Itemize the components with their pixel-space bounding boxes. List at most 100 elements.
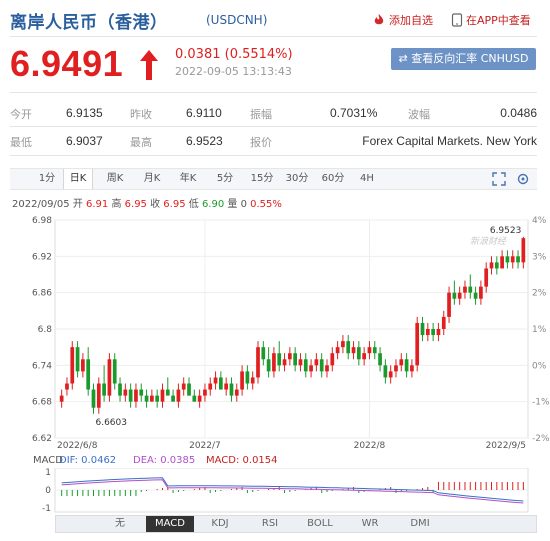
ohlc-low-value: 6.90: [201, 199, 225, 210]
tab-6[interactable]: 15分: [250, 173, 274, 184]
candle-body: [378, 353, 382, 366]
candle-body: [293, 353, 298, 366]
candle-body: [81, 359, 85, 372]
stats-row-divider: [10, 126, 537, 127]
candle-body: [351, 347, 356, 354]
candle-body: [346, 341, 351, 354]
candle-body: [128, 389, 133, 402]
candle-body: [65, 383, 69, 390]
candle-body: [245, 371, 250, 384]
view-in-app-button[interactable]: 在APP中查看: [451, 12, 531, 28]
settings-icon[interactable]: [516, 172, 530, 186]
macd-dea: DEA: 0.0385: [133, 455, 196, 466]
candle-body: [510, 256, 515, 263]
candlestick-chart[interactable]: 6.98 4% 6.92 3% 6.86 2% 6.8 1% 6.74 0% 6.68 -1% 6.62…: [0, 210, 550, 455]
indicator-tab-3[interactable]: RSI: [261, 518, 279, 529]
candle-body: [415, 322, 420, 366]
candle-body: [388, 371, 393, 378]
candle-body: [325, 365, 329, 372]
candle-body: [473, 292, 478, 299]
macd-y-tick: 0: [45, 486, 51, 496]
indicator-tab-5[interactable]: WR: [361, 518, 379, 529]
candle-body: [447, 292, 451, 317]
candle-body: [468, 286, 473, 293]
up-arrow-icon: [140, 50, 158, 80]
header: 离岸人民币（香港） (USDCNH) 添加自选 在APP中查看: [0, 0, 550, 36]
indicator-tab-4[interactable]: BOLL: [307, 518, 333, 529]
pct-tick-label: -1%: [532, 398, 550, 408]
candle-body: [436, 329, 441, 336]
candle-body: [139, 389, 144, 396]
candle-body: [240, 371, 244, 390]
ohlc-vol-value: 0: [240, 199, 247, 210]
indicator-tab-0[interactable]: 无: [115, 518, 125, 529]
ohlc-low-label: 低: [188, 199, 199, 210]
tab-1[interactable]: 日K: [63, 169, 93, 189]
candle-body: [383, 365, 388, 378]
candle-body: [134, 389, 138, 402]
add-watchlist-button[interactable]: 添加自选: [372, 12, 433, 28]
pct-tick-label: 0%: [532, 361, 547, 371]
dea-line: [61, 479, 524, 504]
fullscreen-icon[interactable]: [492, 172, 506, 186]
candle-body: [150, 395, 154, 402]
tab-3[interactable]: 月K: [143, 173, 161, 184]
indicator-tab-1[interactable]: MACD: [146, 516, 194, 532]
candle-body: [75, 347, 80, 372]
candle-body: [86, 359, 91, 390]
candle-body: [484, 268, 489, 287]
candle-body: [335, 347, 340, 354]
candle-body: [314, 359, 319, 366]
amplitude-value: 0.7031%: [330, 106, 378, 120]
quote-source-value: Forex Capital Markets. New York: [362, 134, 537, 148]
tab-8[interactable]: 60分: [321, 173, 345, 184]
max-annotation: 6.9523: [490, 226, 522, 236]
ohlc-close-value: 6.95: [163, 199, 186, 210]
candle-body: [171, 395, 175, 402]
tab-9[interactable]: 4H: [360, 173, 374, 184]
ohlc-readout: 2022/09/05 开 6.91 高 6.95 收 6.95 低 6.90 量…: [12, 195, 282, 210]
candle-body: [494, 262, 499, 269]
ohlc-high-value: 6.95: [124, 199, 147, 210]
symbol-code: (USDCNH): [206, 13, 268, 27]
add-watchlist-label: 添加自选: [389, 14, 433, 27]
y-tick-label: 6.8: [38, 325, 53, 335]
candle-body: [107, 359, 112, 396]
indicator-tabs: 无 MACD KDJ RSI BOLL WR DMI: [55, 515, 537, 533]
candle-body: [500, 256, 504, 269]
tab-7[interactable]: 30分: [285, 173, 309, 184]
stats-divider-bottom: [10, 155, 537, 156]
candle-body: [521, 238, 526, 263]
indicator-tab-2[interactable]: KDJ: [211, 518, 229, 529]
candle-body: [144, 395, 149, 402]
indicator-tab-6[interactable]: DMI: [410, 518, 430, 529]
y-tick-label: 6.92: [32, 252, 52, 262]
candle-body: [213, 377, 218, 384]
inverse-rate-button[interactable]: ⇄ 查看反向汇率 CNHUSD: [391, 48, 536, 70]
tab-5[interactable]: 5分: [216, 173, 234, 184]
macd-title: MACD: [33, 455, 63, 466]
tab-0[interactable]: 1分: [38, 173, 56, 184]
tab-2[interactable]: 周K: [106, 173, 124, 184]
candle-body: [91, 389, 96, 408]
pct-tick-label: 4%: [532, 216, 547, 226]
candle-body: [266, 359, 271, 372]
macd-value: MACD: 0.0154: [206, 455, 278, 466]
candle-body: [309, 365, 313, 372]
quote-source-label: 报价: [250, 136, 272, 149]
tab-4[interactable]: 年K: [179, 173, 197, 184]
quote-timestamp: 2022-09-05 13:13:43: [175, 65, 292, 78]
current-price: 6.9491: [10, 43, 124, 84]
candle-body: [219, 377, 223, 390]
ohlc-vol-label: 量: [227, 199, 238, 210]
candle-body: [341, 341, 345, 348]
candle-body: [160, 389, 165, 402]
y-tick-label: 6.68: [32, 398, 52, 408]
candle-body: [479, 286, 483, 299]
candle-body: [203, 389, 207, 396]
candle-body: [441, 316, 446, 329]
candle-body: [59, 395, 64, 402]
high-label: 最高: [130, 136, 152, 149]
candle-body: [356, 347, 361, 360]
open-value: 6.9135: [66, 106, 103, 120]
